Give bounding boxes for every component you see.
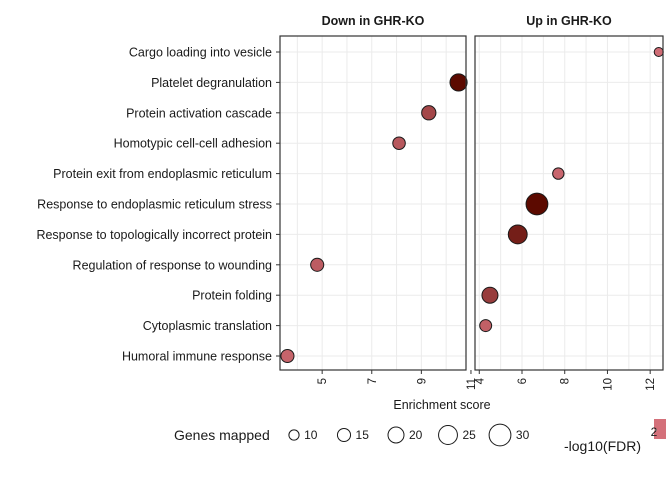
legend-size-key <box>387 426 405 444</box>
panel-background <box>475 36 663 370</box>
y-tick-label: Homotypic cell-cell adhesion <box>114 137 272 151</box>
data-point <box>552 167 565 180</box>
legend-size-label: 10 <box>304 428 318 442</box>
x-tick-label: 5 <box>317 378 329 384</box>
data-point <box>421 105 437 121</box>
panel-up-in-ghr-ko: Up in GHR-KO 4 6 8 10 12 <box>474 14 664 391</box>
panel-background <box>280 36 466 370</box>
x-axis-title: Enrichment score <box>393 398 490 412</box>
x-tick-label: 12 <box>645 378 657 391</box>
panel-border <box>474 35 664 371</box>
y-tick-label: Cytoplasmic translation <box>143 319 272 333</box>
data-point <box>449 73 468 92</box>
x-tick-label: 8 <box>560 378 572 384</box>
legend-colorbar <box>654 419 666 439</box>
x-tick-label: 9 <box>416 378 428 384</box>
x-tick-label: 7 <box>367 378 379 384</box>
x-tick-label: 4 <box>474 377 486 384</box>
legend-size-key <box>288 429 300 441</box>
y-axis: Cargo loading into vesicle Platelet degra… <box>36 46 280 364</box>
data-point <box>507 224 528 245</box>
y-tick-label: Protein folding <box>192 289 272 303</box>
data-point <box>653 46 664 58</box>
legend: Genes mapped 10 15 20 25 30 -log10(FDR) 2 <box>174 419 666 454</box>
data-point <box>392 136 406 150</box>
data-point <box>481 286 499 304</box>
panel-border <box>279 35 467 371</box>
panel-strip-label: Up in GHR-KO <box>526 14 612 28</box>
data-point <box>310 257 325 272</box>
legend-size-key <box>438 425 458 445</box>
y-tick-label: Response to endoplasmic reticulum stress <box>37 198 272 212</box>
data-point <box>479 319 493 333</box>
y-tick-label: Cargo loading into vesicle <box>129 46 272 60</box>
x-tick-label: 6 <box>517 378 529 384</box>
data-point <box>280 348 295 364</box>
y-tick-label: Protein activation cascade <box>126 106 272 120</box>
panel-strip-label: Down in GHR-KO <box>322 14 425 28</box>
legend-size-label: 30 <box>516 428 530 442</box>
data-point <box>525 192 549 216</box>
panel-down-in-ghr-ko: Down in GHR-KO 5 7 9 11 <box>279 14 478 390</box>
legend-color-title: -log10(FDR) <box>564 438 641 454</box>
legend-size-title: Genes mapped <box>174 427 270 443</box>
x-tick-label: 11 <box>466 378 478 390</box>
y-tick-label: Response to topologically incorrect prot… <box>36 228 272 242</box>
legend-size-key <box>336 427 352 443</box>
y-tick-label: Platelet degranulation <box>151 76 272 90</box>
y-tick-label: Humoral immune response <box>122 350 272 364</box>
legend-size-label: 20 <box>409 428 423 442</box>
legend-size-label: 25 <box>462 428 476 442</box>
legend-size-label: 15 <box>356 428 370 442</box>
legend-color-tick-label: 2 <box>651 425 658 439</box>
y-tick-label: Regulation of response to wounding <box>73 258 272 272</box>
legend-size-key <box>488 423 512 447</box>
y-tick-label: Protein exit from endoplasmic reticulum <box>53 167 272 181</box>
x-tick-label: 10 <box>602 378 614 391</box>
